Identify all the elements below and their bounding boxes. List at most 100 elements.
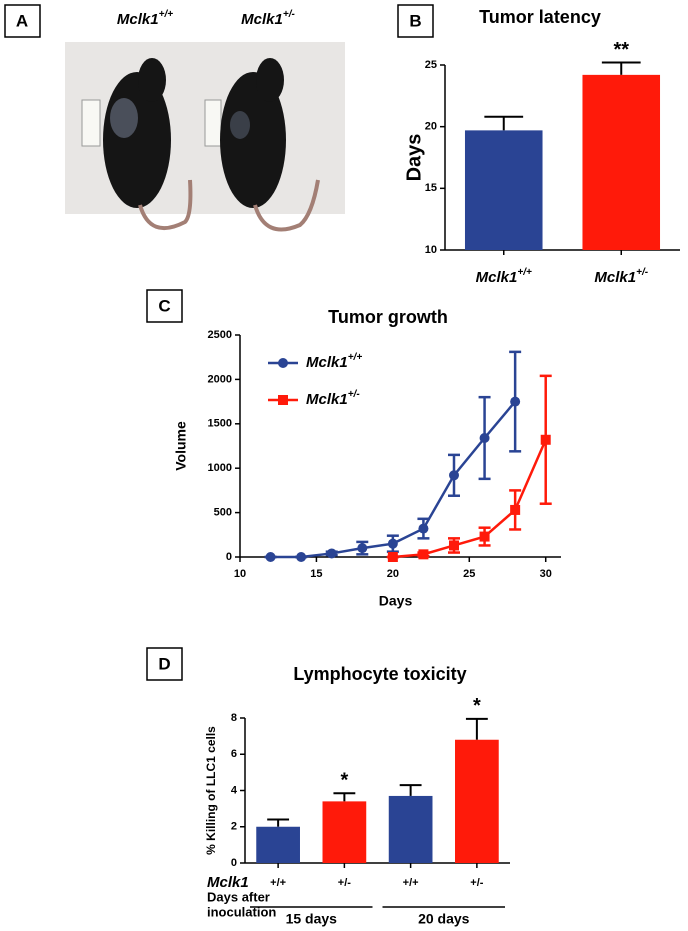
legend-label: Mclk1+/+ xyxy=(306,352,362,371)
panel-box xyxy=(146,289,183,323)
marker xyxy=(449,540,459,551)
legend-marker xyxy=(278,395,288,405)
genotype: +/+ xyxy=(517,267,532,278)
x-tick-label: 30 xyxy=(540,568,552,580)
ruler xyxy=(81,99,101,147)
genotype: +/+ xyxy=(159,9,174,20)
bar xyxy=(322,801,367,863)
panel-label: B xyxy=(409,11,421,30)
panel-label: C xyxy=(158,296,170,315)
y-tick-label: 6 xyxy=(231,748,237,760)
y-tick-label: 10 xyxy=(425,244,437,256)
x-tick-label: +/- xyxy=(338,877,351,889)
mouse xyxy=(220,72,286,208)
marker xyxy=(510,396,521,407)
x-tick-label: +/+ xyxy=(403,877,419,889)
x-tick-label: +/- xyxy=(470,877,483,889)
genotype: +/- xyxy=(283,9,296,20)
x-tick-label: Mclk1+/- xyxy=(594,267,648,286)
bar xyxy=(256,826,300,863)
significance: * xyxy=(473,695,481,717)
y-tick-label: 25 xyxy=(425,59,437,71)
y-tick-label: 2500 xyxy=(208,329,232,341)
y-axis-label: Days xyxy=(403,134,425,182)
legend-label: Mclk1+/- xyxy=(306,389,360,408)
bar xyxy=(388,795,433,863)
mouse-tail xyxy=(253,179,320,232)
group-label: 20 days xyxy=(418,911,470,927)
gene: Mclk1 xyxy=(476,269,518,286)
y-tick-label: 1000 xyxy=(208,462,232,474)
tumor xyxy=(110,98,138,138)
gene: Mclk1 xyxy=(594,269,636,286)
panel-box xyxy=(4,4,41,38)
mouse-head xyxy=(256,58,284,102)
photo-label: Mclk1+/- xyxy=(241,9,295,28)
chart-title: Lymphocyte toxicity xyxy=(293,664,466,684)
row-label: inoculation xyxy=(207,904,276,919)
photo-label: Mclk1+/+ xyxy=(117,9,173,28)
legend-marker xyxy=(278,358,288,368)
y-tick-label: 500 xyxy=(214,507,232,519)
row-label: Days after xyxy=(207,889,270,904)
y-tick-label: 2000 xyxy=(208,373,232,385)
x-tick-label: +/+ xyxy=(270,877,286,889)
legend-name: +/+ xyxy=(348,352,363,363)
y-tick-label: 0 xyxy=(231,857,237,869)
y-axis-label: Volume xyxy=(173,421,189,471)
marker xyxy=(387,552,398,562)
panel-label: A xyxy=(16,11,28,30)
ruler xyxy=(204,99,222,147)
panel-label: D xyxy=(158,654,170,673)
y-tick-label: 4 xyxy=(231,784,238,796)
row-label: Mclk1 xyxy=(207,874,249,891)
gene: Mclk1 xyxy=(117,11,159,28)
marker xyxy=(296,552,307,562)
bar xyxy=(582,74,661,250)
y-tick-label: 20 xyxy=(425,121,437,133)
chart-title: Tumor growth xyxy=(328,307,448,327)
marker xyxy=(479,433,490,444)
bar xyxy=(464,130,543,250)
y-tick-label: 1500 xyxy=(208,418,232,430)
marker xyxy=(265,552,276,562)
group-label: 15 days xyxy=(286,911,338,927)
panel-box xyxy=(397,4,434,38)
x-axis-label: Days xyxy=(379,593,413,609)
tumor xyxy=(230,111,250,139)
gene: Mclk1 xyxy=(306,354,348,371)
marker xyxy=(418,523,429,534)
mouse-tail xyxy=(138,179,193,231)
significance: * xyxy=(340,770,348,792)
y-tick-label: 15 xyxy=(425,182,437,194)
marker xyxy=(418,549,429,560)
mouse-head xyxy=(138,58,166,102)
marker xyxy=(357,543,368,554)
marker xyxy=(510,504,521,515)
marker xyxy=(449,470,459,481)
panel-a: A Mclk1+/+ Mclk1+/- xyxy=(4,4,345,232)
chart-title: Tumor latency xyxy=(479,7,601,27)
gene: Mclk1 xyxy=(241,11,283,28)
x-tick-label: 15 xyxy=(310,568,322,580)
panel-box xyxy=(146,647,183,681)
legend-name: +/- xyxy=(348,389,361,400)
y-tick-label: 2 xyxy=(231,821,237,833)
x-tick-label: 10 xyxy=(234,568,246,580)
y-tick-label: 0 xyxy=(226,551,232,563)
series-line xyxy=(270,400,517,559)
gene: Mclk1 xyxy=(306,391,348,408)
y-axis-label: % Killing of LLC1 cells xyxy=(204,726,218,855)
x-tick-label: 20 xyxy=(387,568,399,580)
marker xyxy=(540,434,551,445)
marker xyxy=(387,538,398,549)
significance: ** xyxy=(613,39,629,61)
genotype: +/- xyxy=(636,267,649,278)
series-line xyxy=(392,439,547,559)
x-tick-label: 25 xyxy=(463,568,475,580)
bar xyxy=(455,739,499,863)
x-tick-label: Mclk1+/+ xyxy=(476,267,532,286)
marker xyxy=(326,548,337,559)
marker xyxy=(479,531,490,542)
